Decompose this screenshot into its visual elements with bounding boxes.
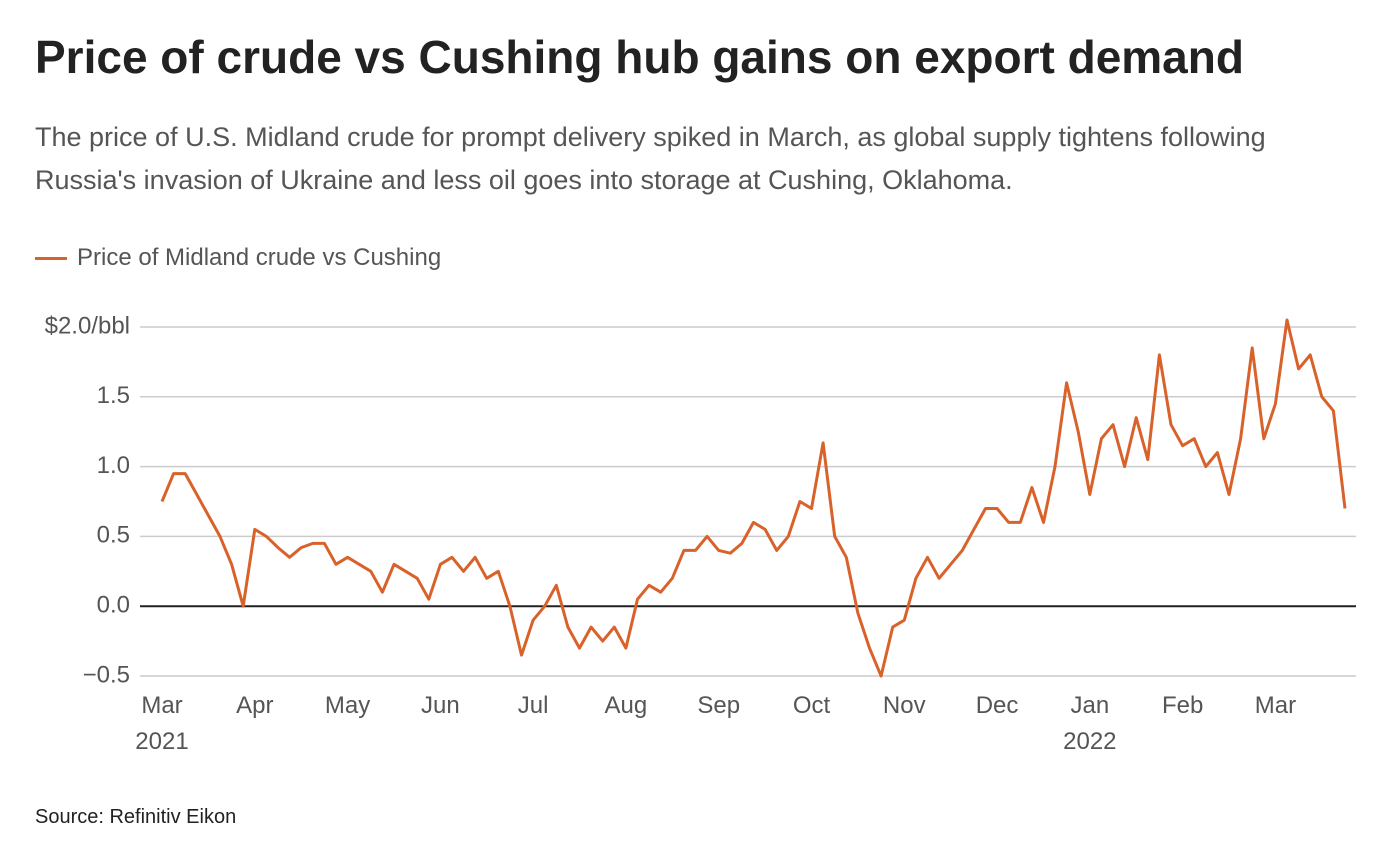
- x-tick-label: May: [324, 692, 371, 719]
- x-tick-label: Aug: [604, 692, 648, 719]
- legend: Price of Midland crude vs Cushing: [35, 244, 441, 272]
- y-tick-label: −0.5: [83, 661, 130, 688]
- x-tick-label: Mar: [1254, 692, 1297, 719]
- y-tick-label: 1.0: [97, 452, 130, 479]
- x-tick-label: Feb: [1161, 692, 1204, 719]
- legend-swatch: [35, 256, 67, 260]
- x-tick-label: Jan 2022: [1063, 692, 1117, 755]
- y-tick-label: $2.0/bbl: [45, 312, 130, 339]
- x-tick-label: Jul: [517, 692, 549, 719]
- x-tick-label: Jun: [420, 692, 460, 719]
- x-tick-label: Dec: [975, 692, 1019, 719]
- legend-label: Price of Midland crude vs Cushing: [77, 244, 442, 271]
- y-tick-label: 0.5: [97, 522, 130, 549]
- y-tick-label: 1.5: [97, 382, 130, 409]
- x-tick-label: Mar 2021: [135, 692, 189, 755]
- x-tick-label: Sep: [697, 692, 741, 719]
- chart-subtitle: The price of U.S. Midland crude for prom…: [35, 122, 1266, 195]
- data-line: [160, 318, 1347, 678]
- chart-title: Price of crude vs Cushing hub gains on e…: [35, 31, 1244, 83]
- y-tick-label: 0.0: [97, 592, 130, 619]
- x-tick-label: Apr: [236, 692, 274, 719]
- x-tick-label: Nov: [882, 692, 926, 719]
- x-tick-label: Oct: [792, 692, 831, 719]
- source-note: Source: Refinitiv Eikon: [35, 806, 237, 828]
